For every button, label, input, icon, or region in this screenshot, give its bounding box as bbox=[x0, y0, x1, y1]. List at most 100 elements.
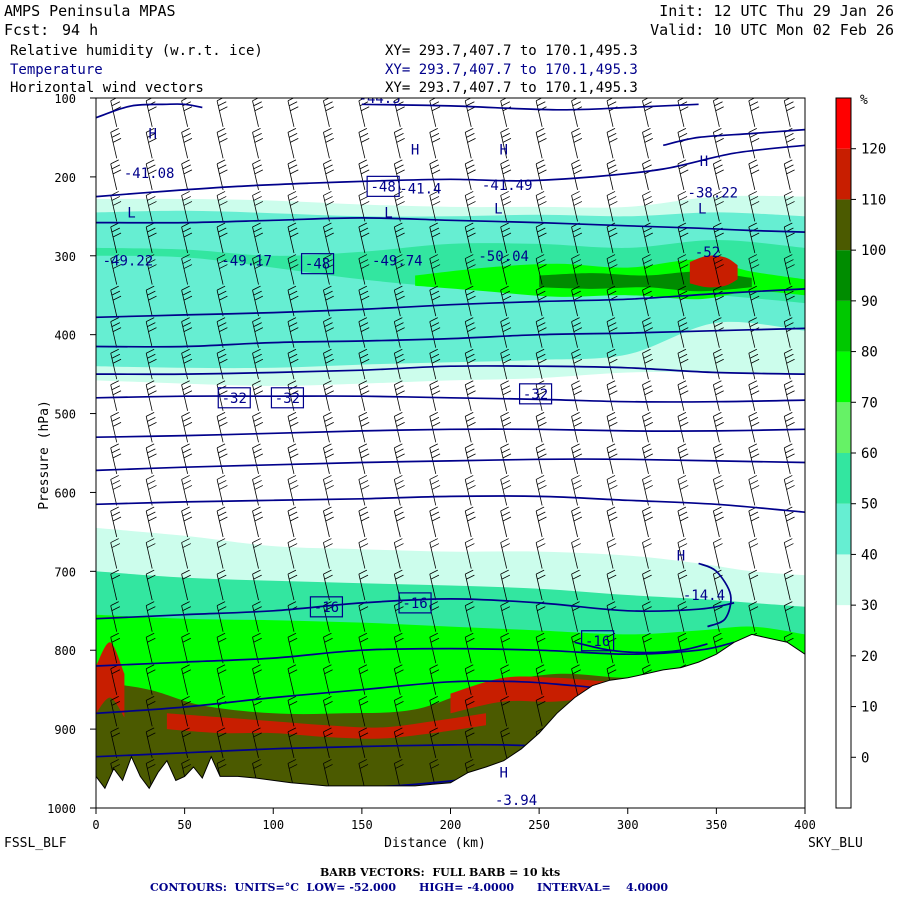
contour-label: -14.4 bbox=[683, 588, 725, 604]
wind-barb bbox=[500, 443, 512, 474]
wind-barb bbox=[783, 569, 794, 601]
wind-barb bbox=[145, 317, 157, 348]
colorbar-tick-label: 100 bbox=[861, 243, 886, 259]
wind-barb bbox=[181, 695, 191, 727]
contour-label: L bbox=[127, 205, 135, 221]
wind-barb bbox=[500, 380, 512, 411]
wind-barb bbox=[500, 569, 511, 601]
svg-text:L: L bbox=[494, 201, 502, 217]
valid-time: Valid: 10 UTC Mon 02 Feb 26 bbox=[650, 21, 894, 39]
wind-barb bbox=[500, 506, 512, 538]
wind-barb bbox=[323, 475, 334, 506]
wind-barb bbox=[393, 475, 405, 506]
right-endpoint-label: SKY_BLU bbox=[808, 836, 863, 851]
contour-label: -49.17 bbox=[221, 254, 272, 270]
wind-barb bbox=[677, 348, 689, 380]
wind-barb bbox=[145, 632, 156, 664]
svg-text:-49.22: -49.22 bbox=[103, 254, 154, 270]
wind-barb bbox=[393, 317, 405, 348]
wind-barb bbox=[216, 664, 227, 695]
contour-label: L bbox=[384, 205, 392, 221]
field-xy-temperature: XY= 293.7,407.7 to 170.1,495.3 bbox=[385, 62, 638, 78]
colorbar-tick-label: 60 bbox=[861, 446, 878, 462]
temperature-contour-4 bbox=[96, 217, 805, 233]
wind-barb bbox=[110, 475, 122, 506]
wind-barb bbox=[677, 159, 689, 190]
wind-barb bbox=[252, 127, 264, 159]
wind-barb bbox=[287, 506, 299, 538]
wind-barb bbox=[323, 191, 334, 222]
terrain-fill bbox=[96, 634, 805, 808]
wind-barb bbox=[181, 285, 193, 317]
wind-barb bbox=[748, 411, 760, 443]
wind-barb bbox=[181, 127, 193, 159]
wind-barb bbox=[110, 506, 122, 538]
contour-label: -32 bbox=[217, 387, 251, 409]
wind-barb bbox=[535, 538, 546, 569]
wind-barb bbox=[642, 98, 653, 127]
wind-barb bbox=[535, 569, 546, 601]
wind-barb bbox=[323, 285, 334, 317]
wind-barb bbox=[606, 475, 618, 506]
wind-barb bbox=[287, 191, 299, 222]
terrain-outline bbox=[96, 633, 805, 790]
wind-barb bbox=[287, 411, 299, 443]
wind-barb bbox=[464, 98, 476, 127]
wind-barb bbox=[287, 664, 298, 695]
wind-barb bbox=[500, 475, 512, 506]
wind-barb bbox=[606, 411, 618, 443]
wind-barb bbox=[252, 191, 264, 222]
wind-barb bbox=[571, 506, 583, 538]
wind-barb bbox=[712, 475, 724, 506]
wind-barb bbox=[429, 127, 441, 159]
temperature-contour-5 bbox=[96, 288, 805, 319]
wind-barb bbox=[252, 411, 264, 443]
wind-barb bbox=[358, 569, 369, 601]
wind-barb bbox=[393, 632, 404, 664]
wind-barb bbox=[748, 569, 759, 601]
wind-barb bbox=[145, 538, 156, 569]
svg-text:-16: -16 bbox=[402, 596, 427, 612]
wind-barb bbox=[429, 159, 441, 190]
svg-text:L: L bbox=[698, 201, 706, 217]
wind-barb bbox=[181, 475, 193, 506]
wind-barb bbox=[642, 380, 653, 411]
temperature-contour-11 bbox=[96, 495, 805, 514]
wind-barb bbox=[323, 759, 333, 790]
wind-barb bbox=[748, 159, 760, 190]
rh-band-11 bbox=[166, 713, 486, 739]
contour-label: -49.74 bbox=[372, 254, 423, 270]
wind-barb bbox=[677, 98, 689, 127]
wind-barb bbox=[181, 411, 193, 443]
wind-barb bbox=[181, 191, 193, 222]
colorbar-bin bbox=[836, 605, 851, 656]
svg-text:-48: -48 bbox=[305, 257, 330, 273]
wind-barb bbox=[712, 411, 724, 443]
wind-barb bbox=[464, 159, 476, 190]
wind-barb bbox=[712, 254, 724, 285]
wind-barb bbox=[110, 98, 122, 127]
wind-barb bbox=[323, 380, 334, 411]
wind-barb bbox=[323, 569, 333, 601]
wind-barb bbox=[323, 538, 333, 569]
wind-barb bbox=[748, 191, 760, 222]
temperature-contour-15 bbox=[96, 743, 557, 758]
wind-barb bbox=[464, 254, 476, 285]
wind-barb bbox=[748, 380, 760, 411]
colorbar-tick-label: 90 bbox=[861, 294, 878, 310]
x-tick-label: 100 bbox=[262, 818, 284, 832]
wind-barb bbox=[783, 538, 794, 569]
wind-barb bbox=[500, 601, 511, 632]
wind-barb bbox=[500, 538, 511, 569]
y-tick-label: 1000 bbox=[47, 802, 76, 816]
wind-barb bbox=[252, 538, 262, 569]
wind-barb bbox=[252, 254, 264, 285]
colorbar-bin bbox=[836, 199, 851, 251]
forecast-label: Fcst: bbox=[4, 21, 50, 39]
wind-barb bbox=[783, 127, 795, 159]
wind-barb bbox=[748, 538, 759, 569]
svg-text:-48: -48 bbox=[370, 179, 395, 195]
contour-label: -44.5 bbox=[359, 98, 401, 107]
wind-barb bbox=[429, 695, 440, 727]
y-tick-label: 400 bbox=[54, 329, 76, 343]
